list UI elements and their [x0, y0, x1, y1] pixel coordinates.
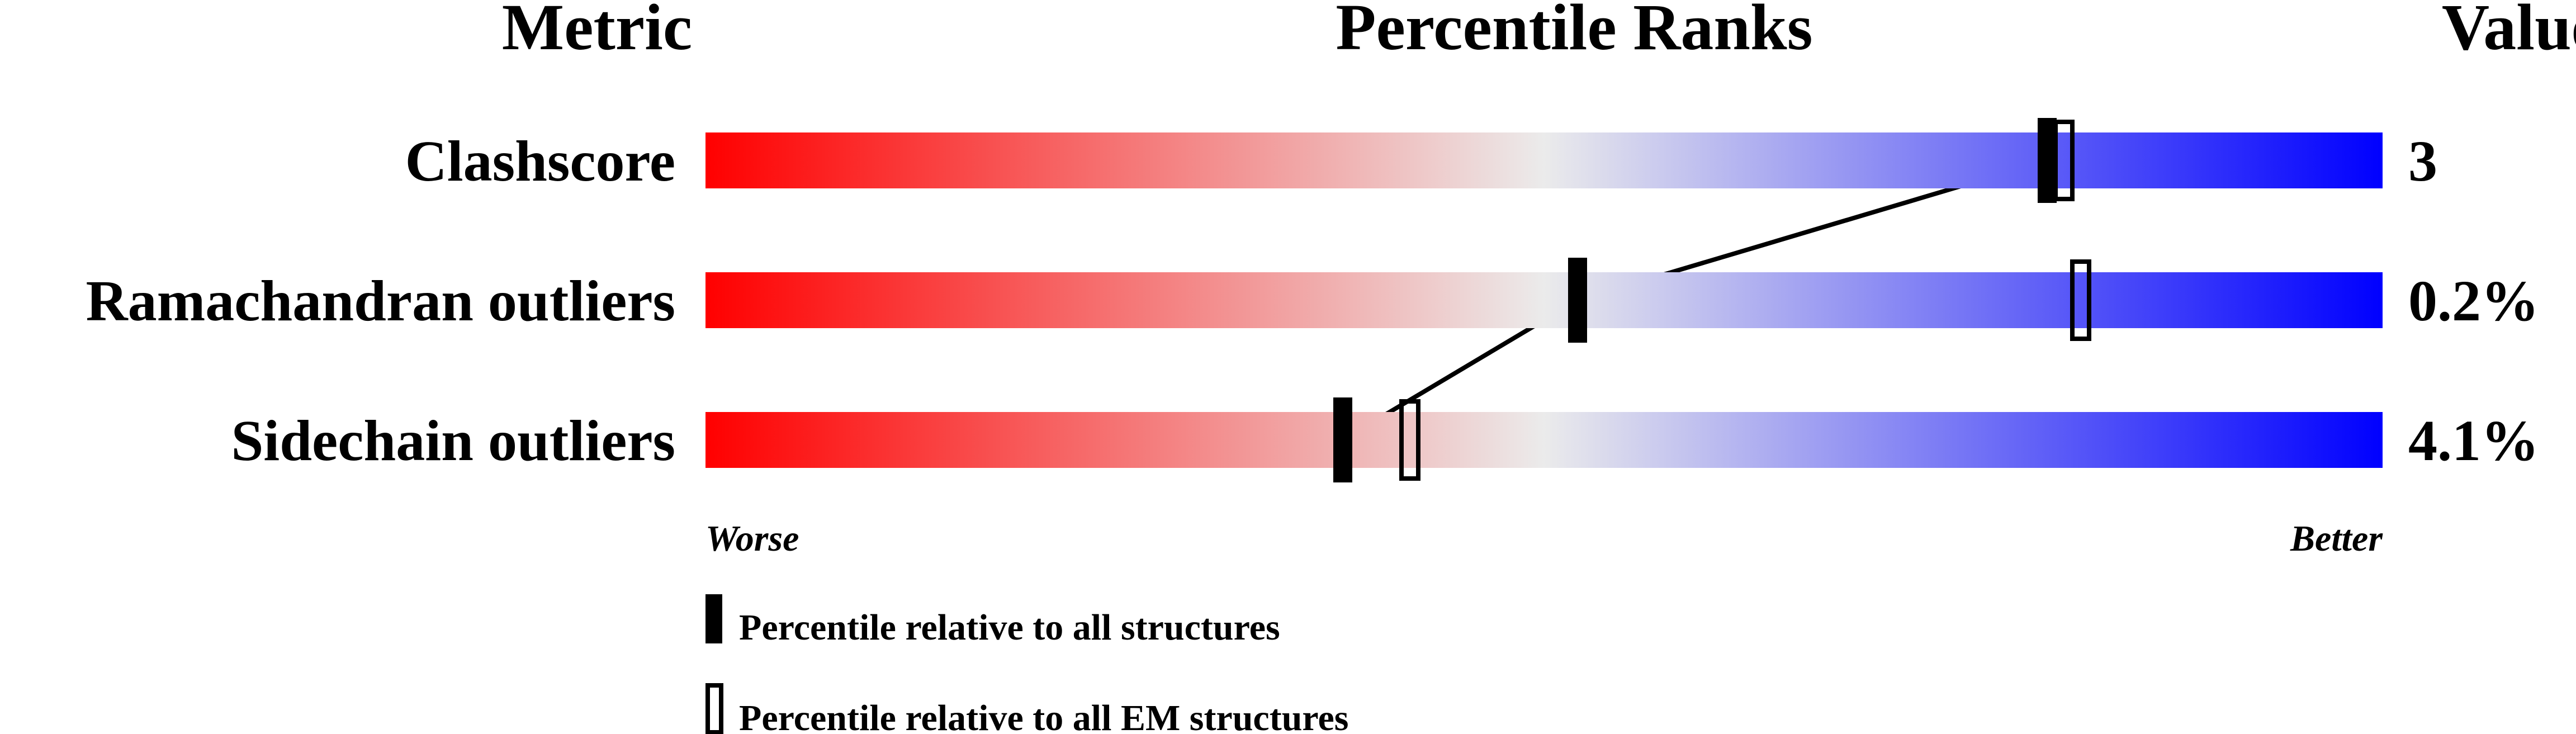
legend-item-open: Percentile relative to all EM structures [705, 683, 1348, 734]
percentile-gradient-bar [705, 132, 2383, 188]
rows-layer: Clashscore 3 Ramachandran outliers 0.2% Side… [86, 118, 2539, 482]
metric-label: Sidechain outliers [231, 409, 675, 473]
metric-row: Ramachandran outliers 0.2% [86, 258, 2539, 343]
percentile-gradient-bar [705, 272, 2383, 328]
worse-label: Worse [705, 518, 799, 559]
metric-value: 4.1% [2408, 409, 2539, 473]
metric-header: Metric [502, 0, 693, 64]
filled-marker-icon [705, 594, 722, 643]
percentile-gradient-bar [705, 412, 2383, 468]
em-percentile-marker [2070, 259, 2091, 341]
value-header: Value [2442, 0, 2576, 64]
all-percentile-marker [1568, 258, 1587, 343]
ranks-header: Percentile Ranks [1336, 0, 1812, 64]
all-percentile-marker [1333, 397, 1352, 482]
metric-row: Sidechain outliers 4.1% [231, 397, 2539, 482]
open-marker-icon [705, 683, 723, 734]
all-percentile-marker [2038, 118, 2057, 203]
better-label: Better [2290, 518, 2383, 559]
metric-row: Clashscore 3 [405, 118, 2437, 203]
metric-value: 3 [2408, 129, 2437, 193]
metric-label: Ramachandran outliers [86, 269, 675, 333]
legend-label-open: Percentile relative to all EM structures [739, 698, 1348, 734]
legend-label-filled: Percentile relative to all structures [739, 607, 1280, 648]
em-percentile-marker [1399, 399, 1420, 481]
legend-item-filled: Percentile relative to all structures [705, 594, 1280, 648]
metric-value: 0.2% [2408, 269, 2539, 333]
metric-label: Clashscore [405, 129, 675, 193]
